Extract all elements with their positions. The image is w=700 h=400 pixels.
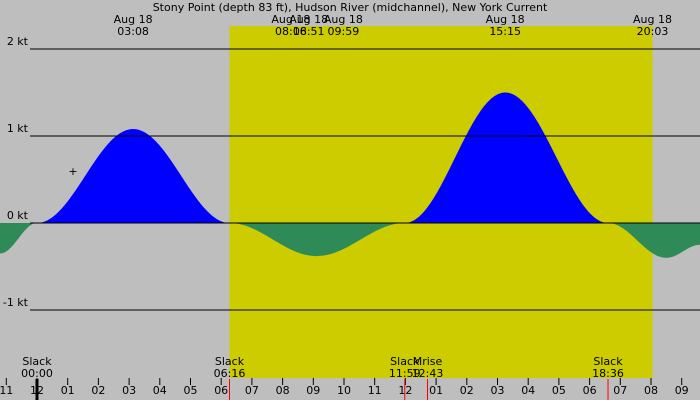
x-tick-label-9: 08 bbox=[276, 384, 290, 397]
cursor-cross-icon: + bbox=[68, 165, 77, 178]
top-event-time-0: 03:08 bbox=[117, 25, 149, 38]
ebb-area-4 bbox=[608, 223, 700, 258]
bottom-event-time-0: 00:00 bbox=[21, 367, 53, 380]
top-event-time-1: 08:16 bbox=[275, 25, 307, 38]
gridlines bbox=[30, 48, 700, 311]
x-tick-label-4: 03 bbox=[122, 384, 136, 397]
y-axis-ticks: 2 kt 1 kt 0 kt -1 kt bbox=[3, 35, 29, 309]
bottom-event-label-3: Mrise bbox=[413, 355, 443, 368]
bottom-event-label-1: Slack bbox=[215, 355, 245, 368]
current-areas bbox=[0, 92, 700, 258]
flood-area-1 bbox=[36, 129, 230, 223]
bottom-event-label-0: Slack bbox=[22, 355, 52, 368]
chart-title: Stony Point (depth 83 ft), Hudson River … bbox=[153, 1, 548, 14]
x-tick-label-5: 04 bbox=[153, 384, 167, 397]
ebb-area-0 bbox=[0, 223, 37, 254]
x-tick-label-3: 02 bbox=[91, 384, 105, 397]
top-event-time-4: 15:15 bbox=[489, 25, 521, 38]
top-event-time-2: 08:51 bbox=[293, 25, 325, 38]
x-tick-label-14: 01 bbox=[429, 384, 443, 397]
bottom-event-time-3: 12:43 bbox=[412, 367, 444, 380]
top-event-date-2: Aug 18 bbox=[289, 13, 328, 26]
x-tick-label-0: 11 bbox=[0, 384, 13, 397]
top-event-date-3: Aug 18 bbox=[324, 13, 363, 26]
top-event-date-0: Aug 18 bbox=[114, 13, 153, 26]
bottom-event-label-4: Slack bbox=[593, 355, 623, 368]
y-tick-label-0: 2 kt bbox=[7, 35, 29, 48]
bottom-event-time-1: 06:16 bbox=[214, 367, 246, 380]
x-tick-label-7: 06 bbox=[214, 384, 228, 397]
y-tick-label-3: -1 kt bbox=[3, 296, 29, 309]
x-tick-label-6: 05 bbox=[184, 384, 198, 397]
x-tick-label-12: 11 bbox=[368, 384, 382, 397]
top-event-time-5: 20:03 bbox=[637, 25, 669, 38]
x-tick-label-15: 02 bbox=[460, 384, 474, 397]
y-tick-label-2: 0 kt bbox=[7, 209, 29, 222]
x-tick-label-10: 09 bbox=[306, 384, 320, 397]
x-tick-label-2: 01 bbox=[61, 384, 75, 397]
x-tick-label-13: 12 bbox=[398, 384, 412, 397]
x-tick-label-16: 03 bbox=[491, 384, 505, 397]
bottom-event-time-2: 11:59 bbox=[389, 367, 421, 380]
bottom-event-time-4: 18:36 bbox=[592, 367, 624, 380]
x-tick-label-17: 04 bbox=[521, 384, 535, 397]
top-event-time-3: 09:59 bbox=[328, 25, 360, 38]
x-tick-label-22: 09 bbox=[675, 384, 689, 397]
flood-area-3 bbox=[404, 92, 609, 223]
top-event-date-5: Aug 18 bbox=[633, 13, 672, 26]
top-event-date-1: Aug 18 bbox=[271, 13, 310, 26]
x-tick-label-8: 07 bbox=[245, 384, 259, 397]
x-tick-label-20: 07 bbox=[613, 384, 627, 397]
top-event-date-4: Aug 18 bbox=[486, 13, 525, 26]
x-tick-label-11: 10 bbox=[337, 384, 351, 397]
ebb-area-2 bbox=[229, 223, 405, 257]
x-tick-label-18: 05 bbox=[552, 384, 566, 397]
bottom-events: Slack00:00Slack06:16Slack11:59Mrise12:43… bbox=[21, 355, 624, 380]
x-axis: 1112010203040506070809101112010203040506… bbox=[0, 378, 689, 400]
y-tick-label-1: 1 kt bbox=[7, 122, 29, 135]
x-tick-label-19: 06 bbox=[583, 384, 597, 397]
bottom-event-label-2: Slack bbox=[390, 355, 420, 368]
x-tick-label-21: 08 bbox=[644, 384, 658, 397]
